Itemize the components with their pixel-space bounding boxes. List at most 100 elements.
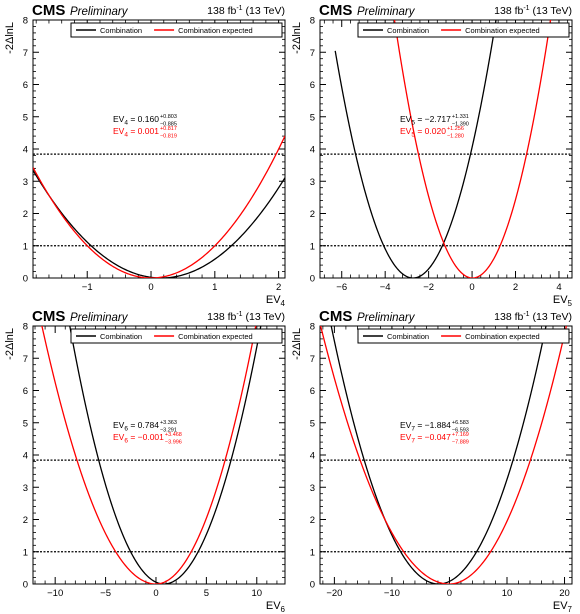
experiment-label: CMS bbox=[32, 2, 65, 19]
annotation-observed: EV6 = 0.784 bbox=[113, 420, 159, 433]
annotation-down: −0.885 bbox=[160, 122, 177, 128]
x-axis-label: EV6 bbox=[266, 600, 286, 614]
annotation-down: −1.280 bbox=[447, 134, 464, 140]
legend-label: Combination expected bbox=[465, 332, 540, 341]
chart-panel-2: CMS Preliminary 138 fb-1 (13 TeV) 0 1 2 3 4 5 6 7 8… bbox=[291, 2, 573, 308]
y-tick-label: 3 bbox=[23, 483, 28, 494]
status-label: Preliminary bbox=[357, 6, 416, 18]
x-tick-label: −4 bbox=[380, 282, 391, 293]
legend-box bbox=[357, 22, 570, 38]
annotation-up: +1.331 bbox=[452, 114, 469, 120]
y-tick-label: 7 bbox=[310, 48, 315, 59]
x-tick-label: −2 bbox=[423, 282, 434, 293]
y-tick-label: 5 bbox=[310, 418, 315, 429]
legend-label: Combination bbox=[100, 26, 142, 35]
y-tick-label: 0 bbox=[310, 274, 315, 285]
y-axis-label: -2ΔlnL bbox=[291, 328, 303, 360]
chart-panel-3: CMS Preliminary 138 fb-1 (13 TeV) 0 1 2 3 4 5 6 7 8… bbox=[4, 308, 286, 614]
annotation-up: +3.468 bbox=[165, 432, 182, 438]
experiment-label: CMS bbox=[319, 308, 352, 325]
annotation-observed: EV5 = −2.717 bbox=[400, 114, 451, 127]
luminosity-label: 138 fb-1 (13 TeV) bbox=[207, 5, 285, 17]
legend-box bbox=[70, 22, 283, 38]
y-tick-label: 7 bbox=[310, 354, 315, 365]
y-tick-label: 1 bbox=[23, 547, 28, 558]
x-tick-label: 10 bbox=[502, 588, 513, 599]
curves bbox=[320, 326, 568, 584]
y-axis-label: -2ΔlnL bbox=[4, 328, 16, 360]
luminosity-label: 138 fb-1 (13 TeV) bbox=[494, 5, 572, 17]
annotation-expected: EV7 = −0.047 bbox=[400, 432, 451, 445]
series-line-observed bbox=[334, 20, 497, 278]
experiment-label: CMS bbox=[32, 308, 65, 325]
legend-label: Combination expected bbox=[465, 26, 540, 35]
x-tick-label: 0 bbox=[469, 282, 474, 293]
y-tick-label: 4 bbox=[310, 145, 315, 156]
y-tick-label: 0 bbox=[310, 580, 315, 591]
legend-label: Combination expected bbox=[178, 332, 253, 341]
series-line-observed bbox=[33, 169, 285, 278]
series-line-expected bbox=[393, 20, 552, 278]
annotation-up: +0.817 bbox=[160, 126, 177, 132]
x-axis-label: EV7 bbox=[553, 600, 573, 614]
plot-frame bbox=[319, 19, 573, 279]
y-tick-label: 2 bbox=[23, 515, 28, 526]
series-line-expected bbox=[41, 326, 257, 584]
x-tick-label: 5 bbox=[204, 588, 209, 599]
legend: Combination Combination expected bbox=[70, 22, 283, 38]
y-tick-label: 8 bbox=[310, 322, 315, 333]
x-tick-label: −5 bbox=[100, 588, 111, 599]
y-axis-label: -2ΔlnL bbox=[291, 22, 303, 54]
status-label: Preliminary bbox=[70, 6, 129, 18]
y-tick-label: 6 bbox=[23, 386, 28, 397]
legend: Combination Combination expected bbox=[357, 328, 570, 344]
y-tick-label: 8 bbox=[310, 16, 315, 27]
y-tick-label: 6 bbox=[310, 386, 315, 397]
status-label: Preliminary bbox=[357, 312, 416, 324]
y-tick-label: 0 bbox=[23, 274, 28, 285]
curves bbox=[33, 135, 285, 278]
x-tick-label: 20 bbox=[559, 588, 570, 599]
status-label: Preliminary bbox=[70, 312, 129, 324]
experiment-label: CMS bbox=[319, 2, 352, 19]
x-tick-label: 4 bbox=[556, 282, 561, 293]
y-tick-label: 1 bbox=[23, 241, 28, 252]
legend-box bbox=[357, 328, 570, 344]
legend-box bbox=[70, 328, 283, 344]
y-tick-label: 3 bbox=[310, 483, 315, 494]
annotation-up: +7.169 bbox=[452, 432, 469, 438]
y-tick-label: 2 bbox=[23, 209, 28, 220]
annotation-up: +3.363 bbox=[160, 420, 177, 426]
y-tick-label: 6 bbox=[23, 80, 28, 91]
x-tick-label: −10 bbox=[47, 588, 63, 599]
legend: Combination Combination expected bbox=[70, 328, 283, 344]
chart-panel-1: CMS Preliminary 138 fb-1 (13 TeV) 0 1 2 3 4 5 6 7 8… bbox=[4, 2, 286, 308]
plot-frame bbox=[32, 325, 286, 585]
annotation-down: −3.291 bbox=[160, 428, 177, 434]
y-tick-label: 3 bbox=[310, 177, 315, 188]
x-tick-label: 0 bbox=[153, 588, 158, 599]
x-tick-label: −20 bbox=[326, 588, 342, 599]
annotation-down: −7.889 bbox=[452, 440, 469, 446]
legend-label: Combination bbox=[387, 26, 429, 35]
annotation-expected: EV5 = 0.020 bbox=[400, 126, 446, 139]
annotation-observed: EV4 = 0.160 bbox=[113, 114, 159, 127]
series-line-observed bbox=[330, 326, 547, 584]
x-tick-label: −1 bbox=[82, 282, 93, 293]
x-tick-label: 2 bbox=[276, 282, 281, 293]
annotation-up: +6.583 bbox=[452, 420, 469, 426]
y-tick-label: 7 bbox=[23, 48, 28, 59]
y-tick-label: 4 bbox=[23, 451, 28, 462]
luminosity-label: 138 fb-1 (13 TeV) bbox=[207, 311, 285, 323]
annotation-down: −6.593 bbox=[452, 428, 469, 434]
y-tick-label: 0 bbox=[23, 580, 28, 591]
y-tick-label: 2 bbox=[310, 515, 315, 526]
y-tick-label: 8 bbox=[23, 16, 28, 27]
annotation-up: +1.256 bbox=[447, 126, 464, 132]
x-tick-label: 0 bbox=[148, 282, 153, 293]
luminosity-label: 138 fb-1 (13 TeV) bbox=[494, 311, 572, 323]
x-tick-label: −6 bbox=[336, 282, 347, 293]
y-tick-label: 4 bbox=[23, 145, 28, 156]
y-tick-label: 4 bbox=[310, 451, 315, 462]
x-tick-label: 1 bbox=[212, 282, 217, 293]
